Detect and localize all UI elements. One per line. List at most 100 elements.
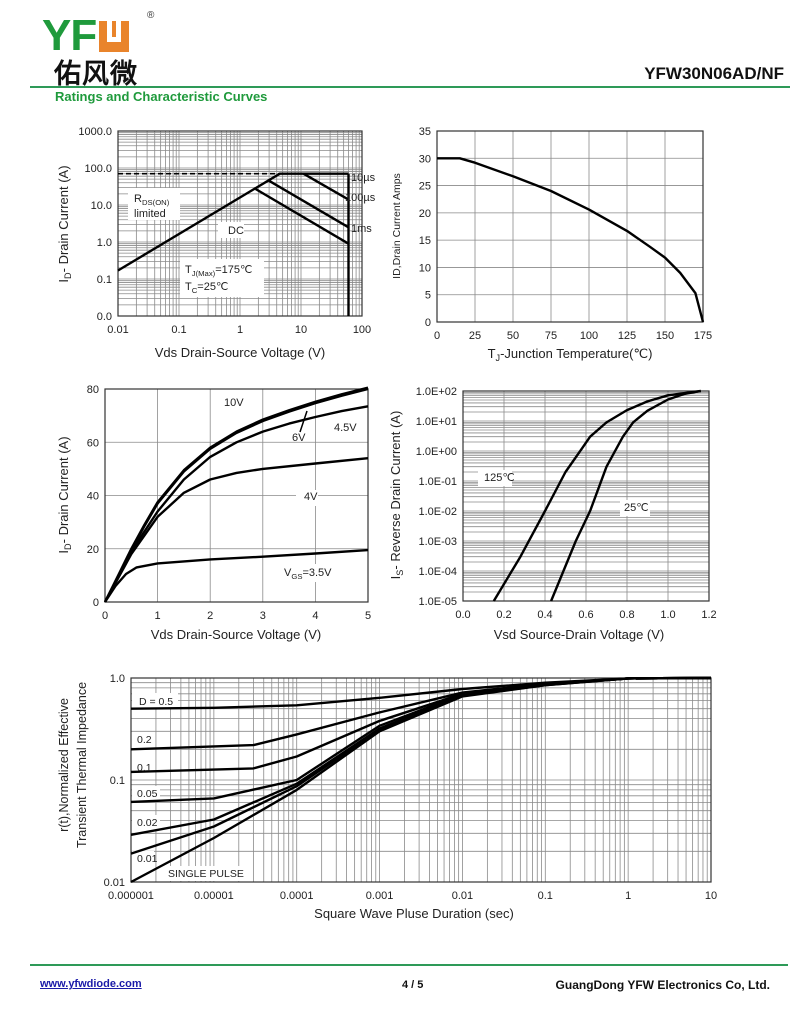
x-axis-label: Vsd Source-Drain Voltage (V) [494,627,665,642]
chart-annotation: 1ms [351,223,372,235]
y-tick-label: 15 [419,235,431,247]
x-axis-label: Square Wave Pluse Duration (sec) [314,906,514,921]
x-tick-label: 0.000001 [108,890,154,902]
company-name: GuangDong YFW Electronics Co, Ltd. [555,978,770,992]
chart-annotation-main: T [185,264,192,276]
label-pointer [299,410,308,433]
website-link[interactable]: www.yfwdiode.com [40,978,142,990]
chart-annotation: 25℃ [624,502,649,514]
x-tick-label: 1 [625,890,631,902]
x-tick-label: 0.00001 [194,890,234,902]
y-axis-label-rest: - Reverse Drain Current (A) [388,411,403,570]
x-tick-label: 25 [469,330,481,342]
y-tick-label: 100.0 [84,163,112,175]
series-line-1 [437,157,705,323]
x-tick-label: 1.0 [660,609,675,621]
chart-annotation: DC [228,225,244,237]
chart-annotation: 4.5V [334,422,357,434]
label-background [132,851,154,866]
y-tick-label: 10 [419,262,431,274]
chart-annotation: 4V [304,491,318,503]
chart-annotation: 0.2 [137,734,152,746]
chart-annotation: 125℃ [484,472,515,484]
x-tick-label: 75 [545,330,557,342]
series-line-DC [254,187,350,245]
chart-annotation: limited [134,208,166,220]
label-background [128,188,180,220]
series-line-1ms [268,179,350,229]
y-tick-label: 25 [419,181,431,193]
registered-mark: ® [147,10,155,21]
chart-annotation: SINGLE PULSE [168,868,244,880]
x-tick-label: 0.4 [537,609,552,621]
y-axis-label: ID- Drain Current (A) [56,436,73,553]
series-line-10-s [117,172,349,272]
series-line-25- [549,389,702,602]
chart-annotation-main: R [134,193,142,205]
chart-3: 0 1 2 3 4 5 0 20 40 60 80 Vds Drain-Source Voltage … [56,384,371,642]
chart-annotation: 10µs [351,172,376,184]
chart-annotation: 6V [292,432,306,444]
x-tick-label: 0 [102,610,108,622]
x-tick-label: 0.0 [455,609,470,621]
section-title: Ratings and Characteristic Curves [55,89,268,104]
header-divider [30,86,790,88]
logo-chinese: 佑风微 [54,59,138,90]
plot-frame [462,390,710,602]
chart-5: 0.000001 0.00001 0.0001 0.001 0.01 0.1 1 10 1.0 0… [57,673,717,921]
x-tick-label: 0.01 [452,890,473,902]
logo-wordmark: YF [42,14,130,58]
label-background [132,732,154,747]
x-axis-label-main: T [488,346,496,361]
x-tick-label: 125 [618,330,636,342]
y-tick-label: 35 [419,126,431,138]
grid [462,391,710,602]
page-number: 4 / 5 [402,979,424,991]
label-background [132,786,160,801]
chart-annotation: VGS=3.5V [284,567,332,581]
y-tick-label: 1.0E-04 [418,566,457,578]
y-tick-label: 20 [419,208,431,220]
y-tick-label: 40 [87,491,99,503]
x-tick-label: 50 [507,330,519,342]
chart-annotation-subscript: GS [291,572,302,581]
x-axis-label-rest: -Junction Temperature(℃) [500,346,652,361]
y-tick-label: 1.0E-05 [418,596,457,608]
y-tick-label: 1.0E+01 [416,416,457,428]
x-tick-label: 0.0001 [280,890,314,902]
y-tick-label: 0.1 [110,775,125,787]
grid [130,678,711,883]
grid [436,130,704,323]
x-tick-label: 1 [237,324,243,336]
y-axis-label-rest: - Drain Current (A) [56,165,71,272]
x-tick-label: 0.01 [107,324,128,336]
x-axis-label: Vds Drain-Source Voltage (V) [151,627,322,642]
x-axis-label: Vds Drain-Source Voltage (V) [155,345,326,360]
y-tick-label: 1.0E-03 [418,536,457,548]
y-tick-label: 5 [425,290,431,302]
label-background [163,866,243,881]
x-tick-label: 2 [207,610,213,622]
label-background [180,259,264,297]
chart-annotation: 0.1 [137,762,152,774]
y-tick-label: 20 [87,544,99,556]
x-axis-label: TJ-Junction Temperature(℃) [488,346,653,363]
x-tick-label: 100 [353,324,371,336]
y-axis-label-subscript: S [395,570,405,576]
chart-annotation-rest: =25℃ [197,281,228,293]
y-axis-label-main: I [56,550,71,554]
y-tick-label: 1.0 [97,237,112,249]
series-line-125- [492,389,701,602]
x-axis-label-subscript: J [496,353,501,363]
y-tick-label: 1.0E+02 [416,386,457,398]
y-tick-label: 80 [87,384,99,396]
label-background [132,815,160,830]
series-line-VGS-3.5V [103,548,369,603]
series-line-4V [103,457,369,603]
series-line-100-s [302,172,350,201]
chart-annotation: 0.02 [137,817,158,829]
x-tick-label: 0.001 [366,890,394,902]
chart-2: 0 25 50 75 100 125 150 175 0 5 10 15 20 25 30 35 TJ-Junc… [391,126,712,363]
chart-annotation: D = 0.5 [139,696,173,708]
